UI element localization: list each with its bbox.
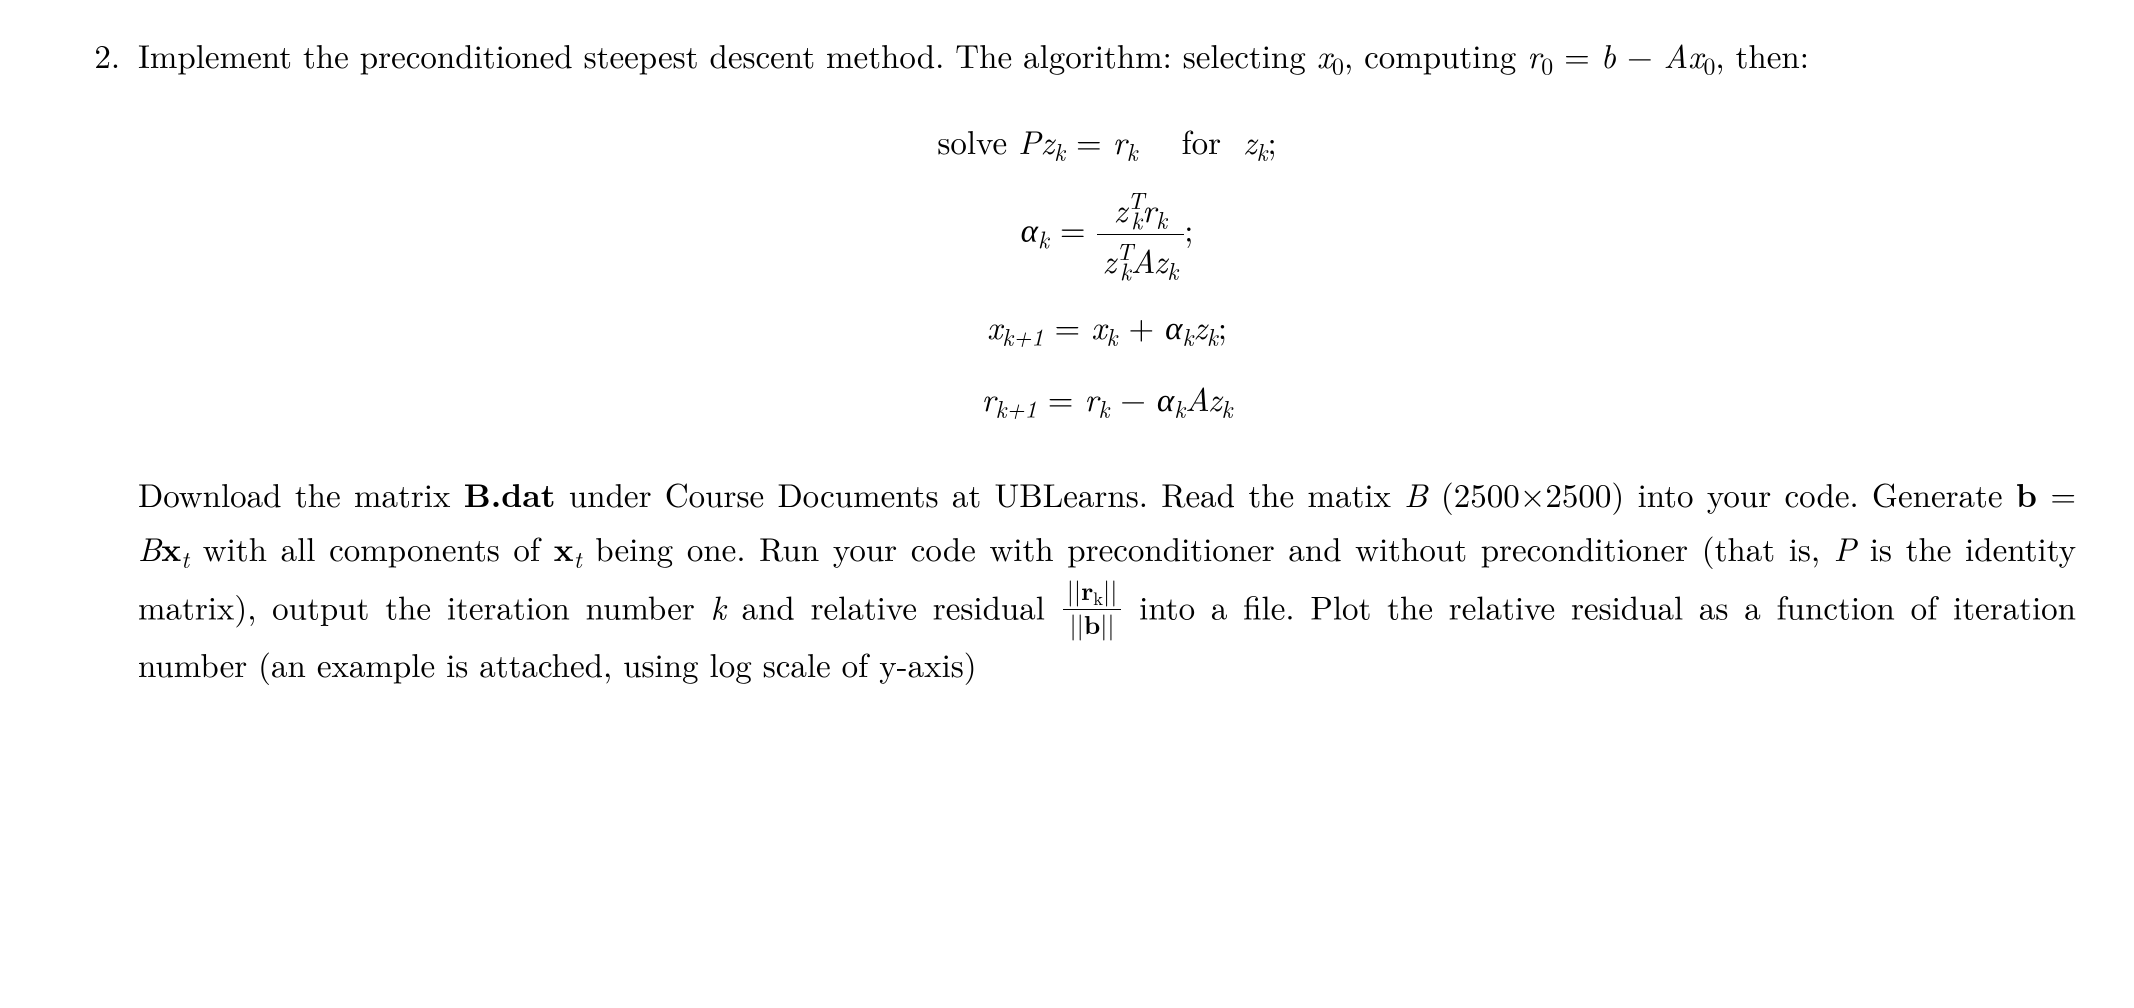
eq: = <box>1065 117 1113 164</box>
var-x-l3b: x <box>1091 302 1106 349</box>
var-A: A <box>1664 31 1689 78</box>
algorithm-equations: solve Pzk = rk for zk; αk = zTkrkzTkAzk;… <box>138 114 2076 427</box>
b-b: b <box>1084 605 1100 642</box>
sub-k-l3b: k <box>1182 319 1193 353</box>
paragraph-1: Implement the preconditioned steepest de… <box>138 28 2076 84</box>
var-r: r <box>1113 117 1127 164</box>
den-z: z <box>1103 236 1117 283</box>
list-item-2: 2. Implement the preconditioned steepest… <box>58 28 2076 691</box>
p1-text-1: Implement the preconditioned steepest de… <box>138 31 1317 78</box>
minus-l4: − <box>1109 374 1157 421</box>
den-k2: k <box>1167 253 1178 287</box>
item-number: 2. <box>58 28 138 81</box>
residual-den: ||b|| <box>1063 611 1122 638</box>
var-x: x <box>1317 31 1332 78</box>
var-r-l4: r <box>982 374 996 421</box>
var-B: B <box>1404 470 1427 517</box>
num-z: z <box>1114 185 1128 232</box>
bar-3: || <box>1070 606 1084 642</box>
sub-t: t <box>181 540 189 574</box>
sub-k-l3c: k <box>1207 319 1218 353</box>
solve-word: solve <box>937 117 1018 164</box>
num-k: k <box>1131 202 1142 236</box>
sub-k-l3: k <box>1107 319 1118 353</box>
var-alpha: α <box>1021 205 1038 252</box>
var-P-2: P <box>1834 524 1856 571</box>
var-alpha-l3: α <box>1165 302 1182 349</box>
rk-r: r <box>1081 571 1093 608</box>
var-z-l3: z <box>1193 302 1207 349</box>
bar-1: || <box>1067 572 1081 608</box>
sub-0c: 0 <box>1703 48 1715 82</box>
bar-4: || <box>1100 606 1114 642</box>
var-x-2: x <box>1688 31 1703 78</box>
sub-k: k <box>1054 134 1065 168</box>
semi-1: ; <box>1267 117 1276 164</box>
den-k: k <box>1120 253 1131 287</box>
var-alpha-l4: α <box>1157 374 1174 421</box>
num-k2: k <box>1156 202 1167 236</box>
var-B-2: B <box>138 524 161 571</box>
eq-line-1: solve Pzk = rk for zk; <box>138 114 2076 170</box>
sub-kp1: k+1 <box>1002 319 1043 353</box>
sub-k-a: k <box>1038 221 1049 255</box>
sub-0: 0 <box>1332 48 1344 82</box>
p1-text-3: , then: <box>1715 31 1809 78</box>
sub-t-2: t <box>574 540 582 574</box>
plus: + <box>1117 302 1165 349</box>
sub-k-l4b: k <box>1174 391 1185 425</box>
bold-Bdat: B.dat <box>464 470 556 517</box>
p2-t6: and relative residual <box>726 582 1061 629</box>
p1-text-2: , computing <box>1344 31 1527 78</box>
var-A-l4: A <box>1185 374 1208 421</box>
sub-kp1-l4: k+1 <box>995 391 1036 425</box>
var-z: z <box>1041 117 1055 164</box>
var-r-l4b: r <box>1084 374 1098 421</box>
for-word: for <box>1138 117 1243 164</box>
var-z-2: z <box>1243 117 1257 164</box>
sub-k-l4: k <box>1098 391 1109 425</box>
p2-eq: = <box>2037 470 2076 517</box>
p2-t1: Download the matrix <box>138 470 464 517</box>
num-r: r <box>1142 185 1156 232</box>
fraction-den: zTkAzk <box>1097 237 1185 283</box>
sub-0b: 0 <box>1541 48 1553 82</box>
var-k: k <box>711 582 726 629</box>
var-b: b <box>1601 31 1616 78</box>
eq-3: = <box>1044 302 1092 349</box>
var-P: P <box>1018 117 1040 164</box>
paragraph-2: Download the matrix B.dat under Course D… <box>138 467 2076 691</box>
den-z2: z <box>1154 236 1168 283</box>
sub-k-3: k <box>1257 134 1268 168</box>
vec-x: x <box>161 524 181 571</box>
semi-3: ; <box>1218 302 1227 349</box>
var-z-l4: z <box>1208 374 1222 421</box>
fraction-num: zTkrk <box>1097 186 1185 235</box>
vec-x-2: x <box>554 524 574 571</box>
item-body: Implement the preconditioned steepest de… <box>138 28 2076 691</box>
p2-t2: under Course Documents at UBLearns. Read… <box>556 470 1405 517</box>
eq-line-3: xk+1 = xk + αkzk; <box>138 299 2076 355</box>
var-x-l3: x <box>987 302 1002 349</box>
document-page: 2. Implement the preconditioned steepest… <box>0 0 2134 719</box>
residual-fraction: ||rk||||b|| <box>1063 577 1122 637</box>
eq-2: = <box>1049 205 1097 252</box>
p2-t4: being one. Run your code with preconditi… <box>582 524 1834 571</box>
eq-line-4: rk+1 = rk − αkAzk <box>138 371 2076 427</box>
semi-2: ; <box>1184 205 1193 252</box>
sub-k-2: k <box>1127 134 1138 168</box>
eq-4: = <box>1037 374 1085 421</box>
den-A: A <box>1131 236 1154 283</box>
p2-t3: with all components of <box>189 524 554 571</box>
fraction-alpha: zTkrkzTkAzk <box>1097 186 1185 283</box>
vec-b: b <box>2016 470 2037 517</box>
p2-dims: (2500×2500) into your code. Generate <box>1428 470 2016 517</box>
eq-sign: = <box>1553 31 1601 78</box>
bar-2: || <box>1103 572 1117 608</box>
var-r: r <box>1527 31 1541 78</box>
sub-k-l4c: k <box>1222 391 1233 425</box>
minus-sign: − <box>1616 31 1664 78</box>
eq-line-2: αk = zTkrkzTkAzk; <box>138 186 2076 283</box>
